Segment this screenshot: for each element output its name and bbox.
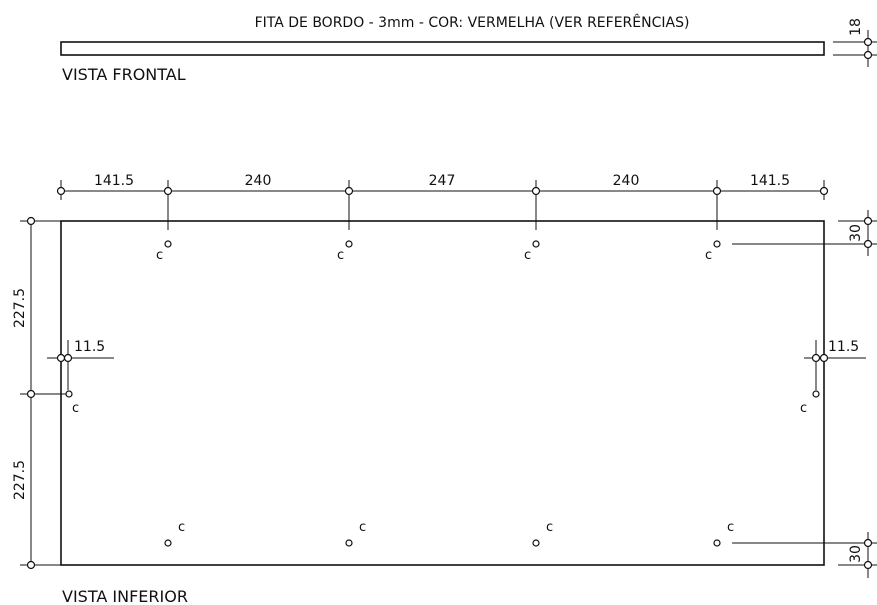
- front-view-panel: [60, 41, 825, 56]
- left-edge-offset-dimension: 11.5: [47, 339, 114, 390]
- holes-top-row: c c c c: [156, 240, 721, 263]
- left-dim-1: 227.5: [12, 288, 28, 328]
- hole-mark: c: [359, 520, 366, 535]
- holes-side: c c: [65, 390, 820, 416]
- hole-top-3: [532, 240, 540, 248]
- right-bottom-offset-dimension: 30: [732, 532, 877, 578]
- hole-mark: c: [546, 520, 553, 535]
- top-dimension-chain: 141.5 240 247 240 141.5: [56, 173, 829, 230]
- right-top-offset-dimension: 30: [732, 210, 877, 256]
- edge-band-note: FITA DE BORDO - 3mm - COR: VERMELHA (VER…: [255, 13, 690, 31]
- top-dim-4: 240: [613, 173, 640, 189]
- hole-mark: c: [727, 520, 734, 535]
- hole-left: [65, 390, 73, 398]
- hole-bottom-3: [532, 539, 540, 547]
- hole-mark: c: [337, 248, 344, 263]
- thickness-value: 18: [848, 18, 864, 36]
- hole-right: [812, 390, 820, 398]
- hole-mark: c: [156, 248, 163, 263]
- right-bottom-offset-value: 30: [848, 545, 864, 563]
- hole-mark: c: [800, 401, 807, 416]
- right-edge-offset-value: 11.5: [828, 339, 859, 355]
- hole-top-2: [345, 240, 353, 248]
- left-dim-2: 227.5: [12, 460, 28, 500]
- hole-top-1: [164, 240, 172, 248]
- hole-mark: c: [178, 520, 185, 535]
- top-dim-3: 247: [429, 173, 456, 189]
- holes-bottom-row: c c c c: [164, 520, 734, 547]
- hole-top-4: [713, 240, 721, 248]
- left-dimension-chain: 227.5 227.5: [12, 216, 70, 570]
- thickness-dimension: 18: [833, 18, 877, 67]
- hole-bottom-4: [713, 539, 721, 547]
- right-top-offset-value: 30: [848, 224, 864, 242]
- left-edge-offset-value: 11.5: [74, 339, 105, 355]
- hole-bottom-1: [164, 539, 172, 547]
- front-view-label: VISTA FRONTAL: [62, 65, 186, 84]
- hole-mark: c: [524, 248, 531, 263]
- right-edge-offset-dimension: 11.5: [804, 339, 866, 390]
- top-dim-1: 141.5: [94, 173, 134, 189]
- top-dim-5: 141.5: [750, 173, 790, 189]
- bottom-view-label: VISTA INFERIOR: [62, 587, 188, 605]
- hole-mark: c: [72, 401, 79, 416]
- hole-mark: c: [705, 248, 712, 263]
- hole-bottom-2: [345, 539, 353, 547]
- top-dim-2: 240: [245, 173, 272, 189]
- bottom-view-panel: [60, 220, 825, 566]
